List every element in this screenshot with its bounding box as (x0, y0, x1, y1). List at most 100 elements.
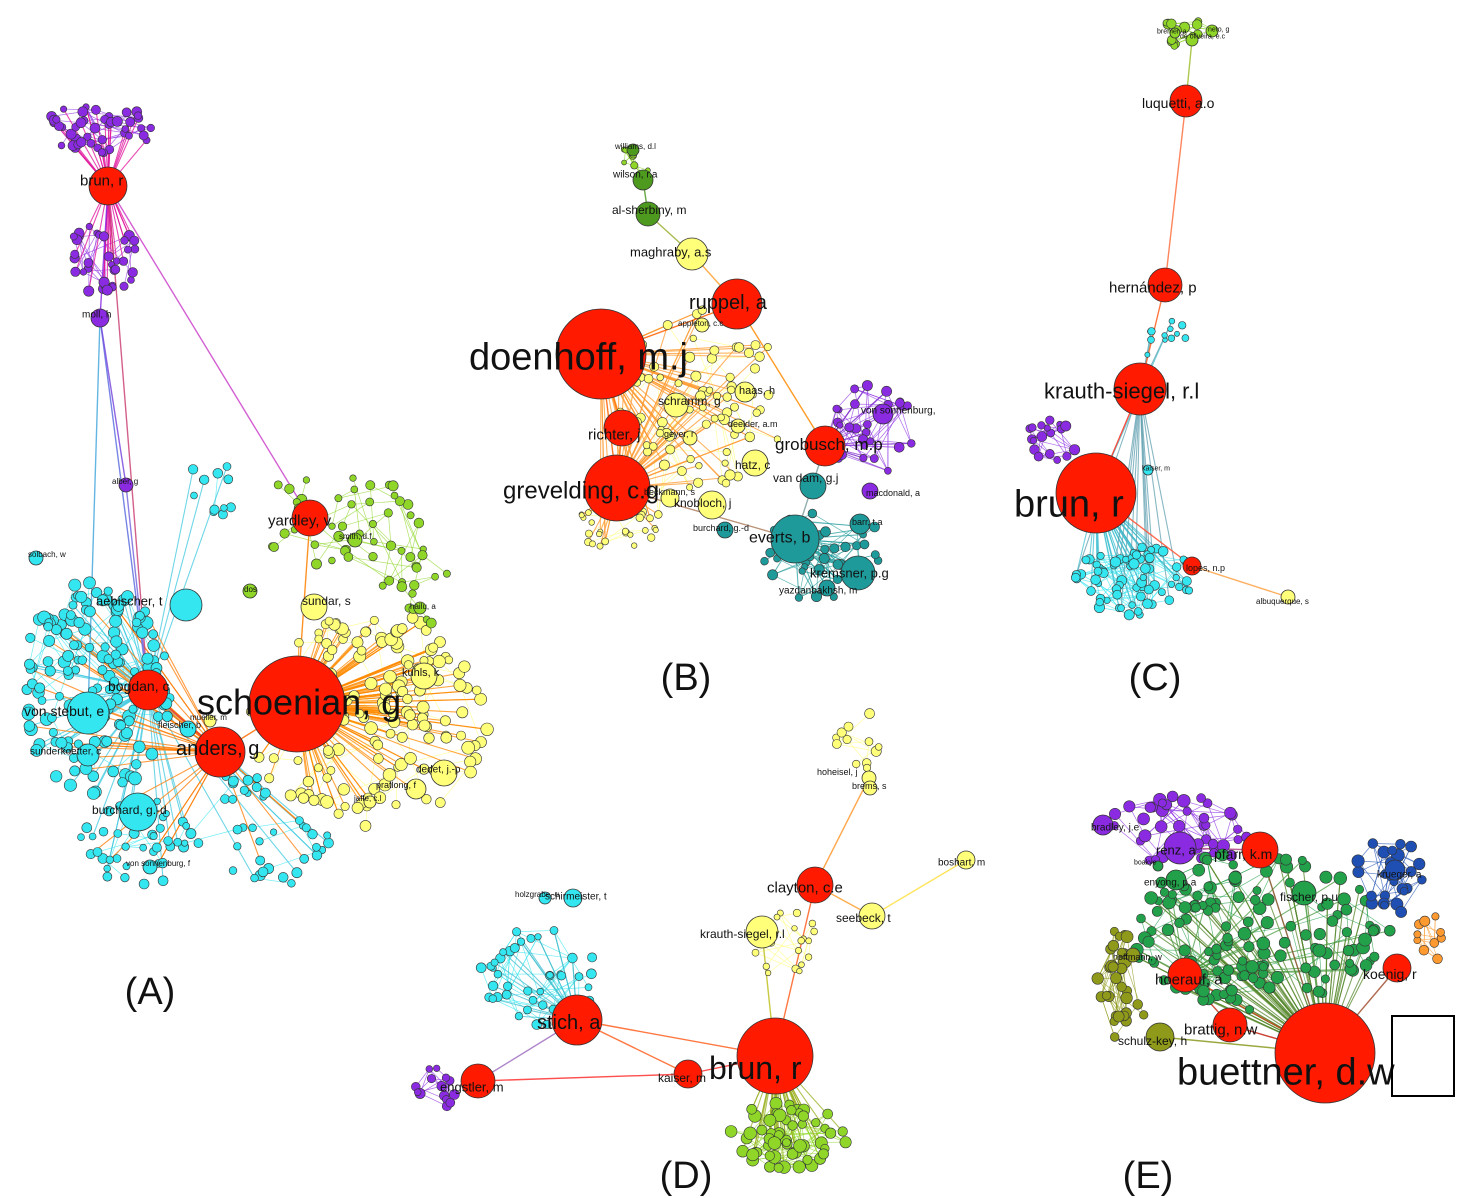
network-node (127, 267, 138, 278)
network-node (862, 380, 873, 391)
network-node (727, 385, 736, 395)
network-node (662, 320, 673, 330)
network-edge (502, 951, 529, 992)
network-node (365, 497, 375, 507)
network-node (850, 384, 859, 394)
author-node (28, 550, 44, 566)
network-node (820, 526, 831, 538)
author-label: fleischer, b (158, 720, 201, 730)
author-node (127, 669, 169, 711)
network-node (1120, 991, 1133, 1005)
network-node (866, 437, 875, 446)
network-node (1216, 848, 1229, 862)
network-node (818, 553, 830, 564)
network-node (121, 107, 132, 118)
network-node (440, 731, 453, 744)
network-node (717, 413, 725, 422)
panel-e-nodes (1091, 790, 1446, 1104)
network-node (442, 569, 451, 578)
network-edge (331, 498, 339, 527)
network-edge (1357, 860, 1386, 896)
network-node (418, 719, 431, 732)
author-node (460, 1063, 496, 1099)
network-node (1418, 944, 1430, 956)
author-label: clayton, c.e (767, 879, 843, 896)
network-node (239, 785, 249, 795)
network-node (488, 994, 497, 1003)
network-node (228, 866, 238, 875)
network-node (102, 871, 113, 882)
network-node (343, 552, 354, 562)
author-label: anders, g (176, 738, 259, 760)
network-edge (74, 235, 130, 259)
author-node (675, 237, 709, 271)
network-node (96, 594, 109, 607)
network-node (1248, 972, 1259, 984)
network-edge (588, 530, 626, 543)
network-edge (51, 109, 96, 117)
author-label: everts, b (749, 530, 810, 547)
network-node (121, 727, 133, 739)
network-node (697, 305, 707, 315)
network-node (118, 256, 129, 266)
network-node (1109, 1032, 1120, 1042)
author-node (796, 866, 834, 904)
network-node (805, 937, 813, 945)
network-node (807, 508, 818, 519)
author-node (1167, 957, 1203, 993)
network-node (1142, 935, 1155, 948)
network-node (68, 578, 82, 592)
network-node (42, 656, 54, 667)
network-node (1258, 962, 1268, 972)
network-node (756, 1124, 768, 1136)
network-node (112, 257, 121, 265)
network-edge (846, 739, 867, 764)
network-node (255, 837, 264, 846)
network-node (368, 551, 378, 562)
network-node (630, 161, 639, 170)
network-edge (1080, 574, 1133, 606)
author-label: kremsner, p.g (810, 566, 889, 581)
author-node (682, 430, 698, 446)
network-node (1384, 924, 1396, 937)
network-edge (1100, 996, 1116, 1038)
panel-c: luquetti, a.o hernández, p krauth-siegel, … (1014, 17, 1309, 699)
network-node (1137, 542, 1147, 553)
network-node (674, 379, 683, 388)
network-node (52, 115, 61, 124)
network-node (1274, 949, 1287, 962)
network-node (112, 854, 122, 863)
network-node (631, 542, 638, 549)
author-label: maghraby, a.s (630, 245, 712, 260)
network-node (87, 786, 101, 800)
network-node (1355, 884, 1365, 894)
author-node (563, 888, 583, 908)
network-node (810, 927, 818, 936)
network-node (1337, 892, 1351, 906)
network-edge (318, 740, 376, 769)
network-node (66, 610, 76, 620)
author-node (1205, 24, 1219, 38)
network-node (1045, 448, 1055, 459)
network-node (526, 934, 536, 943)
network-node (369, 615, 379, 625)
network-node (453, 678, 467, 692)
network-node (1128, 601, 1136, 609)
author-label: geyer, r (664, 429, 694, 439)
network-edge (353, 489, 360, 534)
network-node (133, 740, 146, 754)
network-node (349, 474, 357, 482)
network-node (81, 822, 93, 834)
network-edge (1126, 936, 1139, 1005)
network-edge (1075, 577, 1122, 609)
network-node (621, 527, 629, 535)
author-label: appleton, c.c (678, 319, 723, 328)
network-node (34, 682, 46, 694)
network-node (1413, 857, 1426, 871)
network-node (1132, 550, 1142, 560)
panel-d-nodes (411, 708, 976, 1174)
network-node (368, 783, 380, 795)
network-node (30, 744, 43, 757)
network-node (185, 828, 197, 839)
author-label: bremer, a (1157, 28, 1187, 35)
